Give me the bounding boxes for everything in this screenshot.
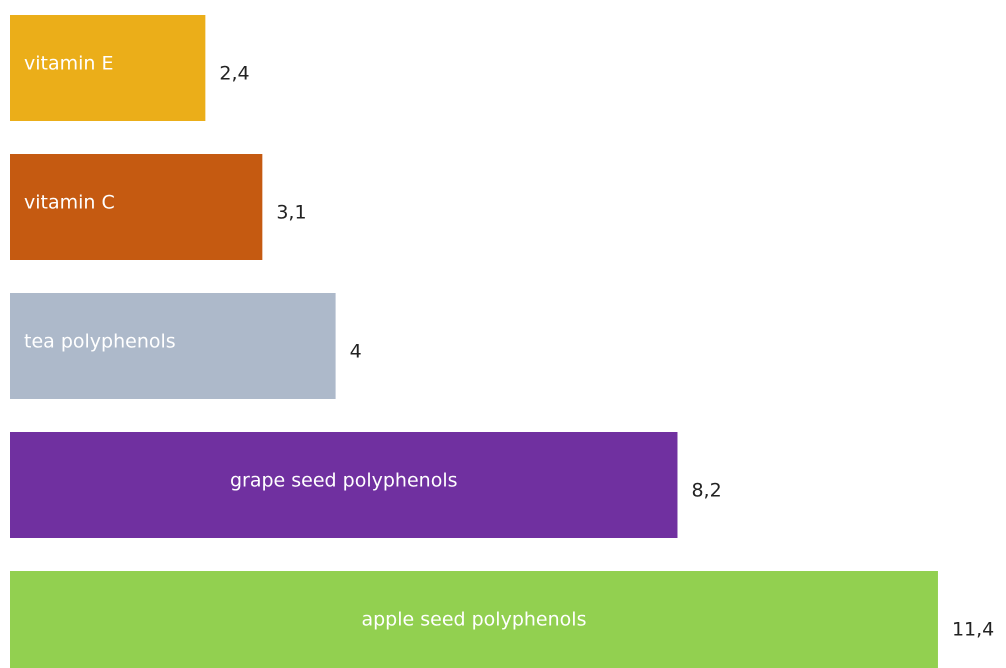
value-label: 11,4 (952, 619, 994, 641)
category-label: grape seed polyphenols (230, 470, 458, 492)
bars-group: vitamin E 2,4 vitamin C 3,1 tea polyphenols 4… (10, 15, 994, 668)
bar-vitamin-C (10, 154, 263, 260)
value-label: 2,4 (219, 63, 249, 85)
category-label: apple seed polyphenols (361, 609, 586, 631)
category-label: vitamin C (24, 192, 115, 214)
value-label: 8,2 (691, 480, 721, 502)
bar-grape-seed-polyphenols (10, 432, 678, 538)
bar-apple-seed-polyphenols (10, 571, 938, 668)
bar-tea-polyphenols (10, 293, 336, 399)
category-label: tea polyphenols (24, 331, 176, 353)
value-label: 4 (350, 341, 362, 363)
category-label: vitamin E (24, 53, 114, 75)
bar-vitamin-E (10, 15, 206, 121)
value-label: 3,1 (276, 202, 306, 224)
